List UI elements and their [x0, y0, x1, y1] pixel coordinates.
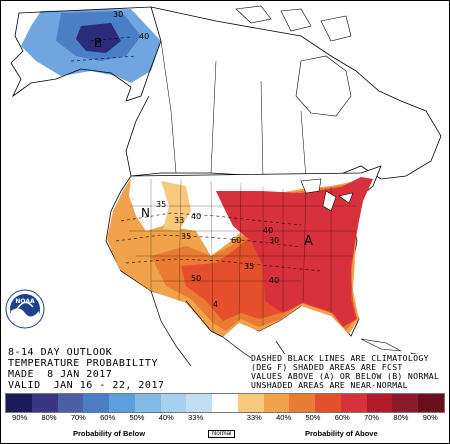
- legend-label: [210, 413, 239, 422]
- legend-labels: 90% 80% 70% 60% 50% 40% 33% 33% 40% 50% 60% 70% 80% 9…: [5, 413, 445, 422]
- legend-label: 50%: [129, 413, 145, 422]
- contour-label: 40: [269, 276, 279, 285]
- contour-label: 30: [113, 10, 123, 19]
- notes-line-1: DASHED BLACK LINES ARE CLIMATOLOGY: [251, 354, 440, 363]
- legend-swatch: [134, 394, 161, 412]
- outlook-title: 8-14 DAY OUTLOOK: [8, 347, 113, 358]
- state-borders: [129, 178, 356, 332]
- contour-label: 40: [191, 212, 201, 221]
- legend-swatch: [366, 394, 393, 412]
- legend-swatch: [340, 394, 367, 412]
- contour-label: 35: [156, 200, 166, 209]
- legend-label: 90%: [422, 413, 438, 422]
- contour-label: 30: [269, 236, 279, 245]
- hudson-bay: [295, 55, 352, 117]
- canada-borders: [160, 40, 307, 180]
- legend-label: 70%: [364, 413, 380, 422]
- legend-normal-title: Normal: [208, 430, 236, 438]
- legend-swatch: [186, 394, 213, 412]
- below-marker: B: [94, 36, 102, 50]
- climatology-lines: [70, 36, 322, 272]
- contour-label: 50: [191, 274, 201, 283]
- contour-label: 40: [139, 32, 149, 41]
- legend-below-title: Probability of Below: [73, 429, 146, 438]
- legend-swatch: [57, 394, 84, 412]
- alaska-below-region-dark: [76, 23, 121, 53]
- legend-label: 70%: [70, 413, 86, 422]
- legend-swatch: [83, 394, 110, 412]
- legend-label: 80%: [41, 413, 57, 422]
- legend-label: 60%: [100, 413, 116, 422]
- legend-label: 33%: [246, 413, 262, 422]
- contour-label: 60: [231, 236, 241, 245]
- above-70-region: [216, 177, 373, 327]
- temperature-probability-map: B A N 40 30 35 33 40 35 60 40 30 50 40 3…: [10, 5, 442, 387]
- alaska-outline: [10, 6, 162, 102]
- legend-swatch: [392, 394, 419, 412]
- legend-swatch: [315, 394, 341, 412]
- arctic-islands: [235, 5, 352, 42]
- legend-label: 40%: [276, 413, 292, 422]
- near-normal-marker: N: [141, 206, 150, 220]
- contour-label: 4: [213, 300, 218, 309]
- contour-label: 40: [263, 226, 273, 235]
- notes-line-2: (DEG F) SHADED AREAS ARE FCST: [251, 363, 440, 372]
- canada-outline: [125, 6, 442, 182]
- contour-label: 35: [244, 262, 254, 271]
- notes-line-4: UNSHADED AREAS ARE NEAR-NORMAL: [251, 381, 440, 390]
- legend-swatch: [31, 394, 58, 412]
- great-lakes: [300, 178, 354, 212]
- legend-swatch: [237, 394, 264, 412]
- outlook-valid-dates: VALID JAN 16 - 22, 2017: [8, 380, 165, 391]
- legend-swatch: [263, 394, 290, 412]
- contour-label: 35: [181, 232, 191, 241]
- map-notes: DASHED BLACK LINES ARE CLIMATOLOGY (DEG …: [251, 354, 440, 390]
- legend-swatch: [212, 394, 238, 412]
- noaa-logo: NOAA: [5, 289, 45, 329]
- outlook-info-text: 8-14 DAY OUTLOOK TEMPERATURE PROBABILITY…: [8, 347, 165, 391]
- legend-swatch: [6, 394, 32, 412]
- legend-label: 40%: [158, 413, 174, 422]
- legend-swatch: [289, 394, 316, 412]
- legend-swatch: [109, 394, 135, 412]
- legend-label: 60%: [334, 413, 350, 422]
- legend-label: 33%: [188, 413, 204, 422]
- legend-label: 90%: [12, 413, 28, 422]
- outlook-type: TEMPERATURE PROBABILITY: [8, 358, 158, 369]
- legend-swatch: [418, 394, 445, 412]
- legend-label: 80%: [393, 413, 409, 422]
- legend-swatch: [160, 394, 187, 412]
- legend-above-title: Probability of Above: [305, 429, 378, 438]
- legend-label: 50%: [305, 413, 321, 422]
- outlook-made-date: MADE 8 JAN 2017: [8, 369, 113, 380]
- noaa-logo-text: NOAA: [15, 298, 35, 305]
- legend-color-bar: [5, 393, 445, 413]
- above-marker: A: [304, 234, 313, 249]
- notes-line-3: VALUES ABOVE (A) OR BELOW (B) NORMAL: [251, 371, 440, 381]
- contour-label: 33: [174, 216, 184, 225]
